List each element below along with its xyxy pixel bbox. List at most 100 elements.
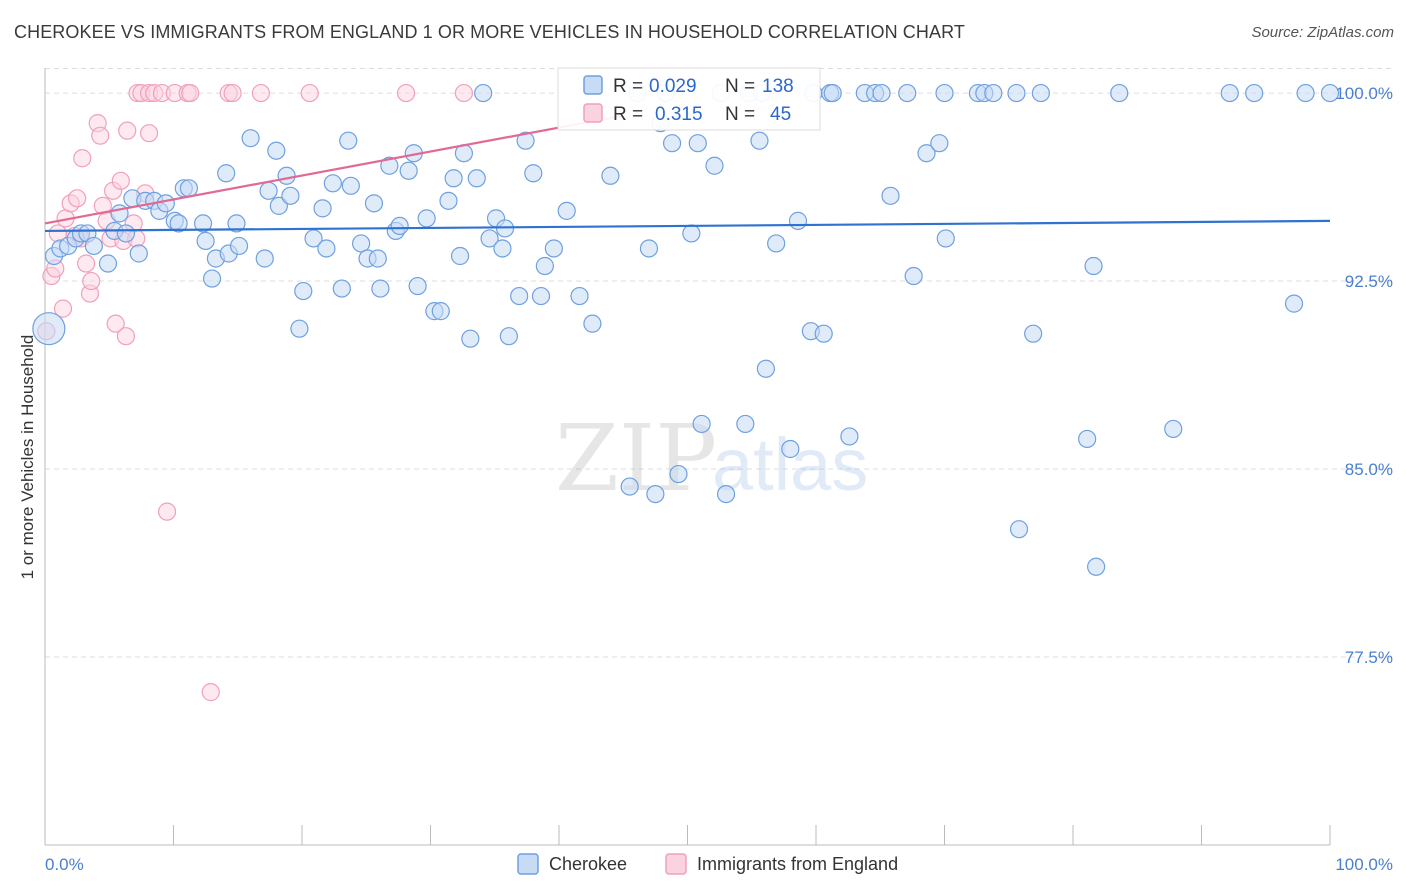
cherokee-point [179,179,199,198]
cherokee-point [935,83,954,103]
cherokee-point [332,279,351,298]
cherokee-point [267,141,286,160]
cherokee-point [84,236,103,256]
legend-swatch-england[interactable] [665,853,687,875]
cherokee-point [788,211,808,230]
cherokee-point [535,256,554,276]
y-tick-label: 77.5% [1345,648,1393,667]
cherokee-point [116,224,136,243]
cherokee-point [169,214,188,233]
cherokee-point [1009,520,1029,539]
stats-r-value-england: 0.315 [655,104,703,125]
england-point [68,189,87,208]
x-tick-label-max: 100.0% [1335,855,1393,874]
cherokee-point [840,427,859,446]
cherokee-point [1110,83,1129,103]
y-tick-label: 100.0% [1335,84,1393,103]
cherokee-point [1084,256,1103,276]
cherokee-point [277,166,296,185]
axis-layer [44,68,1331,846]
cherokee-point [583,314,602,333]
cherokee-point [898,83,917,103]
legend-swatch-cherokee[interactable] [517,853,539,875]
cherokee-point [439,191,458,210]
cherokee-point [1296,83,1315,103]
cherokee-point [544,239,563,258]
cherokee-point [323,174,342,193]
cherokee-point [259,181,278,200]
cherokee-point [364,194,384,213]
cherokee-point [229,236,249,256]
cherokee-point [1284,294,1304,313]
legend-label-england[interactable]: Immigrants from England [697,854,898,874]
cherokee-point [756,359,775,378]
cherokee-point [241,129,260,148]
cherokee-point [936,229,955,248]
y-tick-labels: 77.5% 85.0% 92.5% 100.0% [1335,84,1393,667]
trend-layer [44,114,1331,233]
england-point [111,171,130,190]
cherokee-point [156,194,175,213]
cherokee-point [341,176,360,195]
stats-swatch-cherokee [583,75,603,95]
cherokee-point [823,83,842,103]
england-point [157,502,177,521]
cherokee-point [570,286,589,306]
cherokee-point [781,439,800,459]
y-axis-label: 1 or more Vehicles in Household [18,335,37,580]
cherokee-point [313,199,332,218]
watermark: ZIP atlas [555,405,868,512]
cherokee-point [930,134,949,153]
cherokee-point [380,156,399,175]
stats-n-label-england: N = [725,104,755,125]
cherokee-point [1087,557,1106,576]
england-point [116,327,136,346]
cherokee-point [516,131,535,150]
cherokee-point [408,276,427,296]
cherokee-point [304,229,323,248]
y-tick-label: 85.0% [1345,460,1393,479]
cherokee-point [524,164,543,183]
cherokee-point [1220,83,1239,103]
watermark-zip: ZIP [555,405,717,512]
england-point [454,83,474,103]
england-point [396,83,416,103]
cherokee-point [196,231,215,251]
cherokee-point [474,83,493,103]
england-point [91,126,110,145]
england-point [77,254,96,273]
legend-label-cherokee[interactable]: Cherokee [549,854,627,874]
cherokee-point [1320,83,1340,103]
cherokee-point [1024,324,1043,343]
cherokee-point [317,239,336,258]
cherokee-point [620,477,639,496]
cherokee-point [1031,83,1050,103]
grid-layer [45,68,1393,658]
cherokee-point [1164,419,1183,439]
england-point [118,121,137,140]
cherokee-point [399,161,418,180]
cherokee-point [202,269,222,288]
cherokee-point [984,83,1003,103]
cherokee-point [917,144,936,163]
cherokee-point [227,214,246,233]
cherokee-point [98,254,118,273]
cherokee-point [368,249,387,268]
cherokee-point [531,286,551,306]
legend: Cherokee Immigrants from England [517,853,898,875]
cherokee-point [872,83,891,103]
cherokee-trend-line [44,219,1331,233]
cherokee-point [339,131,358,150]
cherokee-point [904,266,923,286]
cherokee-point [352,234,371,253]
cherokee-point [493,239,512,258]
stats-r-label-england: R = [613,104,643,125]
cherokee-point [682,224,701,243]
cherokee-point [662,134,682,153]
y-tick-label: 92.5% [1345,272,1393,291]
source-credit: Source: ZipAtlas.com [1251,24,1394,41]
stats-r-value-cherokee: 0.029 [649,76,697,97]
cherokee-point [32,312,66,346]
england-point [300,83,319,103]
cherokee-point [510,286,529,306]
